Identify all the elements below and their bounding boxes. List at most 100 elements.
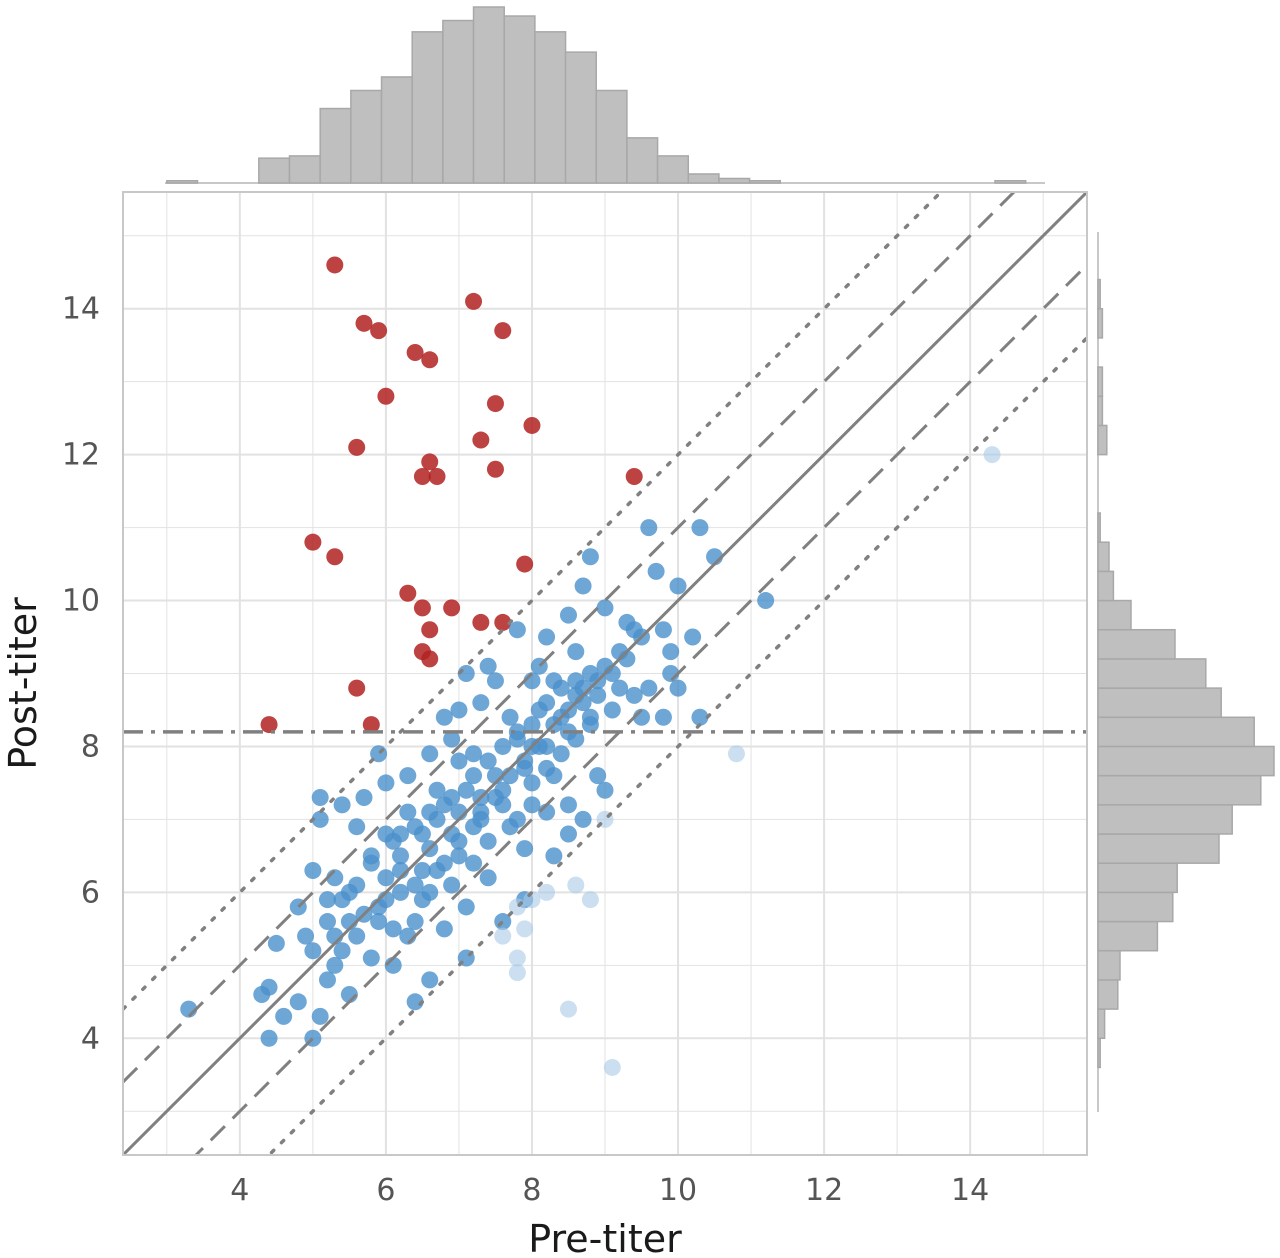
scatter-point: [581, 708, 599, 726]
top-histogram-bar: [350, 89, 383, 184]
top-histogram-bar: [626, 137, 659, 184]
scatter-point: [326, 956, 344, 974]
scatter-point: [523, 796, 541, 814]
scatter-point: [596, 599, 614, 617]
scatter-point: [450, 701, 468, 719]
scatter-point: [421, 803, 439, 821]
right-histogram-bar: [1097, 1008, 1106, 1040]
scatter-point: [406, 876, 424, 894]
scatter-point: [304, 942, 322, 960]
top-histogram-bar: [166, 179, 199, 184]
scatter-point: [574, 577, 592, 595]
scatter-point: [311, 1007, 329, 1025]
right-marginal-histogram: [1097, 232, 1275, 1112]
scatter-point: [392, 883, 410, 901]
right-histogram-bar: [1097, 687, 1222, 719]
scatter-point: [508, 621, 526, 639]
right-histogram-bar: [1097, 278, 1101, 310]
x-tick-label: 10: [659, 1173, 697, 1208]
right-histogram-bar: [1097, 395, 1104, 427]
scatter-point: [640, 519, 658, 537]
scatter-point: [348, 438, 366, 456]
scatter-point: [494, 322, 512, 340]
scatter-point: [545, 847, 563, 865]
scatter-point: [494, 927, 512, 945]
scatter-point: [428, 861, 446, 879]
scatter-point: [603, 1058, 621, 1076]
right-histogram-bar: [1097, 599, 1132, 631]
scatter-point: [523, 774, 541, 792]
y-tick-label: 10: [62, 584, 100, 619]
scatter-point: [421, 453, 439, 471]
right-histogram-bar: [1097, 570, 1115, 602]
scatter-point: [501, 708, 519, 726]
scatter-point: [465, 854, 483, 872]
scatter-point: [260, 716, 278, 734]
top-histogram-bar: [411, 31, 444, 184]
scatter-point: [508, 964, 526, 982]
scatter-point: [413, 468, 431, 486]
top-histogram-bar: [564, 51, 597, 184]
top-histogram-bar: [994, 179, 1027, 184]
scatter-point: [260, 978, 278, 996]
scatter-point: [304, 861, 322, 879]
right-histogram-bar: [1097, 628, 1176, 660]
scatter-point: [538, 628, 556, 646]
scatter-point: [494, 737, 512, 755]
top-histogram-bar: [472, 6, 505, 184]
scatter-point: [479, 832, 497, 850]
right-histogram-bar: [1097, 745, 1275, 777]
scatter-point: [662, 643, 680, 661]
scatter-point: [494, 796, 512, 814]
dashed-line: [193, 263, 1087, 1155]
scatter-point: [486, 395, 504, 413]
scatter-point: [538, 737, 556, 755]
right-histogram-bar: [1097, 949, 1121, 981]
scatter-point: [399, 803, 417, 821]
scatter-point: [574, 810, 592, 828]
top-histogram-bar: [595, 89, 628, 184]
scatter-point: [348, 679, 366, 697]
scatter-point: [428, 781, 446, 799]
scatter-point: [640, 679, 658, 697]
scatter-point: [494, 613, 512, 631]
scatter-point: [275, 1007, 293, 1025]
scatter-point: [450, 752, 468, 770]
scatter-point: [757, 592, 775, 610]
scatter-point: [333, 796, 351, 814]
scatter-point: [450, 847, 468, 865]
dotted-line: [123, 192, 944, 1011]
scatter-point: [428, 468, 446, 486]
top-histogram-bar: [534, 31, 567, 184]
scatter-point: [304, 533, 322, 551]
right-histogram-bar: [1097, 307, 1104, 339]
scatter-point: [435, 708, 453, 726]
scatter-point: [508, 730, 526, 748]
reference-lines: [123, 192, 1087, 1155]
top-histogram-bar: [442, 19, 475, 184]
right-histogram-bar: [1097, 366, 1104, 398]
scatter-point: [370, 913, 388, 931]
scatter-point: [516, 840, 534, 858]
scatter-point: [435, 920, 453, 938]
scatter-point: [443, 599, 461, 617]
scatter-point: [691, 519, 709, 537]
right-histogram-bar: [1097, 862, 1178, 894]
scatter-point: [318, 913, 336, 931]
scatter-point: [421, 351, 439, 369]
right-histogram-bar: [1097, 1037, 1101, 1069]
scatter-point: [552, 745, 570, 763]
scatter-point: [983, 446, 1001, 464]
right-histogram-bar: [1097, 979, 1119, 1010]
top-histogram-bar: [656, 155, 690, 184]
scatter-point: [472, 694, 490, 712]
scatter-point: [516, 759, 534, 777]
scatter-point: [472, 810, 490, 828]
y-axis-label: Post-titer: [1, 597, 45, 770]
scatter-point: [538, 883, 556, 901]
scatter-point: [545, 672, 563, 690]
scatter-point: [486, 460, 504, 478]
x-tick-labels: 4 6 8 10 12 14: [230, 1173, 989, 1208]
scatter-point: [362, 847, 380, 865]
